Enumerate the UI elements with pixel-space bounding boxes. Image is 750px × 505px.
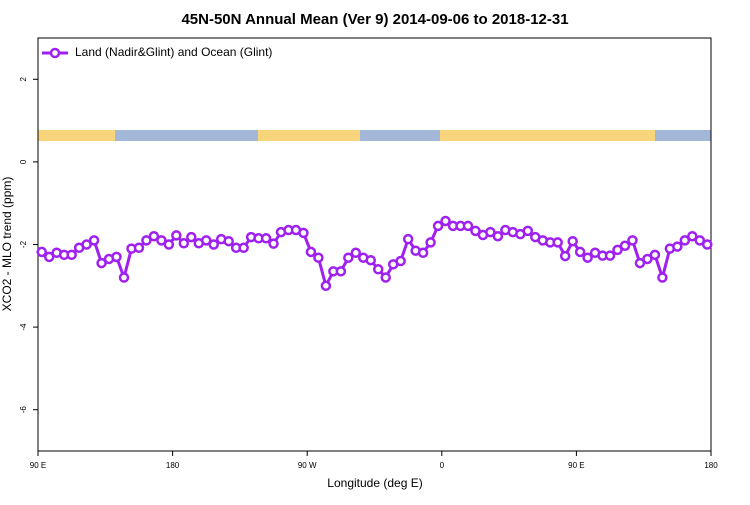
data-point <box>186 231 197 243</box>
data-point <box>133 242 145 254</box>
data-point <box>81 239 92 250</box>
x-tick-label: 180 <box>704 461 718 470</box>
data-point <box>522 225 534 237</box>
data-point <box>66 249 77 261</box>
data-point <box>350 247 362 259</box>
data-point <box>343 252 354 263</box>
x-tick-label: 0 <box>440 461 445 470</box>
data-point <box>649 249 661 261</box>
data-point <box>148 230 160 242</box>
y-tick-label: -2 <box>19 240 28 248</box>
land <box>258 130 360 141</box>
data-point <box>43 251 55 263</box>
data-point <box>88 235 100 246</box>
data-point <box>485 226 496 238</box>
ocean <box>38 130 711 141</box>
data-point <box>313 252 324 263</box>
data-point <box>96 257 107 269</box>
x-axis-label: Longitude (deg E) <box>327 476 422 490</box>
data-point <box>627 235 638 246</box>
x-tick-label: 90 E <box>568 461 584 470</box>
data-point <box>208 239 219 250</box>
data-point <box>612 244 623 256</box>
map-strip <box>38 130 711 141</box>
land <box>440 130 655 141</box>
x-tick-label: 180 <box>166 461 180 470</box>
data-point <box>201 235 212 246</box>
data-point <box>552 237 563 248</box>
data-point <box>380 272 391 283</box>
data-point <box>260 233 272 244</box>
data-point <box>634 257 646 269</box>
data-point <box>604 250 616 261</box>
data-point <box>679 235 691 246</box>
x-tick-label: 90 W <box>298 461 317 470</box>
data-point <box>417 247 429 259</box>
data-point <box>687 230 698 242</box>
data-point <box>268 238 279 249</box>
data-point <box>395 255 406 267</box>
data-point <box>335 266 347 277</box>
y-tick-label: 0 <box>19 159 28 164</box>
data-point <box>425 237 436 248</box>
data-point <box>298 227 309 239</box>
data-point <box>163 239 175 250</box>
data-point <box>694 235 706 246</box>
data-point <box>320 280 332 292</box>
data-point <box>141 235 152 246</box>
land <box>38 130 115 141</box>
x-tick-label: 90 E <box>30 461 46 470</box>
data-point <box>492 230 504 242</box>
data-point <box>118 272 130 283</box>
data-point <box>111 251 122 263</box>
data-point <box>702 239 713 250</box>
y-tick-label: -4 <box>19 323 28 331</box>
data-point <box>305 246 317 258</box>
chart-title: 45N-50N Annual Mean (Ver 9) 2014-09-06 t… <box>181 11 568 28</box>
data-point <box>156 235 167 246</box>
legend-label: Land (Nadir&Glint) and Ocean (Glint) <box>75 45 272 59</box>
legend-marker <box>49 47 61 59</box>
y-axis-label: XCO2 - MLO trend (ppm) <box>0 177 14 312</box>
data-point <box>657 272 668 283</box>
data-point <box>619 240 631 251</box>
data-point <box>432 220 444 232</box>
data-point <box>372 264 384 275</box>
data-point <box>559 250 571 262</box>
data-point <box>440 215 451 227</box>
data-point <box>582 252 593 263</box>
data-point <box>171 230 182 241</box>
data-point <box>567 235 578 247</box>
data-point <box>238 242 249 254</box>
y-tick-label: -6 <box>19 406 28 414</box>
data-point <box>642 253 653 265</box>
data-point <box>365 254 377 266</box>
data-point <box>574 246 586 258</box>
data-point <box>178 238 190 249</box>
data-point <box>402 233 414 245</box>
data-point <box>462 220 474 232</box>
data-point <box>36 246 47 258</box>
y-tick-label: 2 <box>19 77 28 82</box>
data-point <box>223 235 234 247</box>
data-point <box>672 241 683 252</box>
data-point <box>470 225 481 237</box>
